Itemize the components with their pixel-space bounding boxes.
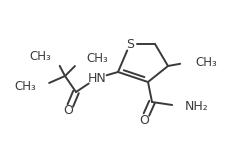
- Text: O: O: [139, 113, 149, 126]
- Text: O: O: [63, 105, 73, 118]
- Text: NH₂: NH₂: [185, 100, 209, 112]
- Text: HN: HN: [88, 72, 106, 85]
- Text: CH₃: CH₃: [86, 53, 108, 66]
- Text: CH₃: CH₃: [195, 55, 217, 69]
- Text: CH₃: CH₃: [29, 51, 51, 64]
- Text: CH₃: CH₃: [14, 80, 36, 93]
- Text: S: S: [126, 37, 134, 51]
